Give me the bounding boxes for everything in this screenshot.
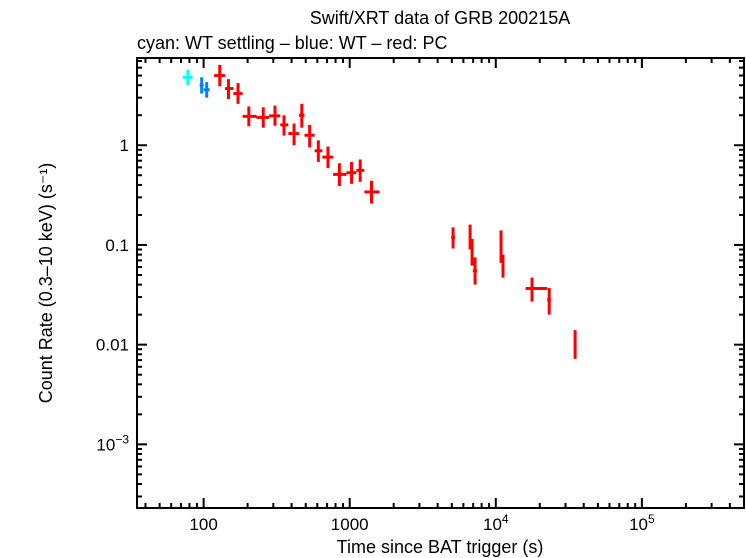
data-point bbox=[472, 257, 478, 285]
data-point bbox=[233, 83, 243, 104]
y-tick-label: 10−3 bbox=[96, 432, 129, 454]
data-point bbox=[314, 140, 323, 162]
data-point bbox=[547, 288, 551, 315]
y-tick-label: 0.01 bbox=[96, 336, 129, 355]
y-tick-label: 1 bbox=[120, 136, 129, 155]
data-point bbox=[333, 163, 347, 187]
data-point bbox=[525, 277, 548, 302]
data-point bbox=[199, 77, 204, 94]
data-point bbox=[451, 227, 455, 249]
tick-base: 10 bbox=[629, 515, 648, 534]
data-point bbox=[242, 106, 257, 127]
data-point bbox=[256, 107, 269, 128]
data-point bbox=[499, 230, 503, 263]
data-point bbox=[299, 103, 305, 128]
x-tick-label: 1000 bbox=[331, 515, 369, 534]
y-axis-label: Count Rate (0.3–10 keV) (s⁻¹) bbox=[36, 163, 56, 404]
data-point bbox=[182, 69, 193, 86]
chart-title: Swift/XRT data of GRB 200215A bbox=[310, 8, 570, 28]
data-point bbox=[364, 180, 380, 204]
data-point bbox=[224, 79, 234, 100]
data-point bbox=[346, 161, 357, 184]
data-point bbox=[280, 115, 289, 136]
data-point bbox=[203, 82, 210, 98]
chart-subtitle: cyan: WT settling – blue: WT – red: PC bbox=[137, 33, 447, 53]
x-axis-label: Time since BAT trigger (s) bbox=[337, 537, 544, 557]
x-tick-label: 104 bbox=[483, 512, 509, 534]
data-point bbox=[288, 123, 300, 146]
x-tick-label: 105 bbox=[629, 512, 655, 534]
x-tick-label: 100 bbox=[189, 515, 217, 534]
data-point bbox=[214, 64, 225, 87]
tick-exponent: 5 bbox=[648, 512, 655, 526]
data-point bbox=[268, 105, 281, 126]
data-point bbox=[470, 238, 474, 266]
tick-base: 10 bbox=[483, 515, 502, 534]
tick-exponent: 4 bbox=[502, 512, 509, 526]
data-point bbox=[468, 224, 472, 250]
data-point bbox=[573, 330, 577, 359]
data-point bbox=[356, 159, 365, 182]
tick-base: 10 bbox=[96, 435, 115, 454]
data-point bbox=[322, 146, 334, 169]
tick-exponent: −3 bbox=[115, 432, 129, 446]
y-tick-label: 0.1 bbox=[105, 236, 129, 255]
plot-frame bbox=[136, 57, 745, 509]
data-point bbox=[304, 124, 315, 148]
data-point bbox=[501, 254, 505, 278]
